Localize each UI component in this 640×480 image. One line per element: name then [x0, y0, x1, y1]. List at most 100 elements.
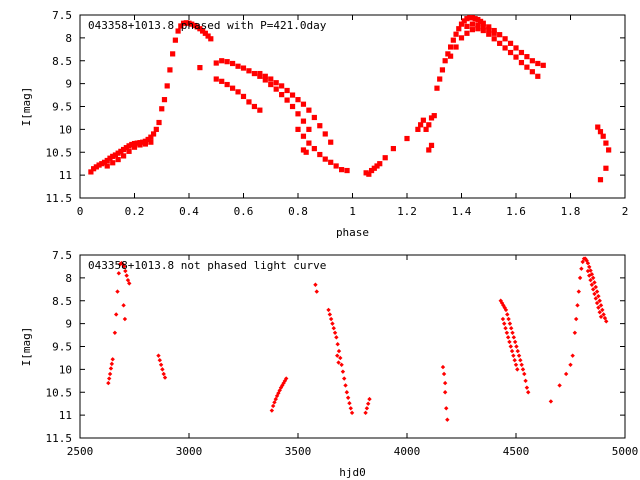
- data-point: [106, 380, 111, 386]
- data-point: [371, 165, 377, 171]
- data-point: [343, 383, 348, 388]
- data-point: [602, 315, 608, 321]
- x-tick-label: 3500: [285, 445, 312, 458]
- data-point: [273, 80, 279, 86]
- data-point: [145, 136, 151, 143]
- data-point: [322, 131, 328, 137]
- data-point: [99, 161, 105, 167]
- y-tick-label: 8.5: [52, 55, 72, 68]
- data-point: [374, 163, 380, 169]
- data-point: [600, 133, 606, 139]
- data-point: [497, 40, 503, 46]
- data-point: [345, 395, 351, 400]
- data-point: [598, 303, 604, 308]
- data-point: [289, 92, 296, 98]
- y-tick-label: 9: [65, 78, 72, 91]
- data-point: [208, 36, 214, 42]
- data-point: [88, 169, 94, 175]
- y-tick-label: 11: [59, 169, 72, 182]
- x-tick-label: 1.4: [452, 205, 472, 218]
- data-point: [110, 153, 116, 159]
- data-point: [344, 390, 350, 395]
- data-point: [573, 316, 579, 322]
- y-axis-label: I[mag]: [20, 87, 33, 127]
- data-point: [513, 362, 519, 367]
- data-point: [191, 22, 198, 29]
- data-point: [167, 67, 173, 73]
- data-point: [161, 97, 168, 103]
- data-point: [162, 375, 168, 380]
- data-point: [593, 284, 598, 290]
- y-tick-label: 8.5: [52, 295, 72, 308]
- data-point: [515, 367, 520, 372]
- data-point: [157, 358, 162, 363]
- data-point: [365, 401, 371, 406]
- data-point: [523, 378, 528, 384]
- data-point: [505, 335, 511, 340]
- data-point: [434, 85, 440, 91]
- data-point: [342, 376, 347, 381]
- data-point: [112, 152, 119, 158]
- data-point: [186, 20, 192, 26]
- data-point: [497, 32, 503, 38]
- data-point: [115, 156, 121, 163]
- data-point: [428, 142, 435, 148]
- x-tick-label: 0.6: [234, 205, 254, 218]
- data-point: [606, 147, 612, 153]
- y-tick-label: 9.5: [52, 341, 72, 354]
- data-point: [522, 371, 527, 377]
- y-tick-label: 8: [65, 32, 72, 45]
- data-point: [597, 129, 604, 135]
- data-point: [330, 321, 335, 326]
- data-point: [585, 268, 591, 274]
- data-point: [518, 49, 525, 56]
- y-tick-label: 9.5: [52, 101, 72, 114]
- data-point: [480, 27, 486, 34]
- data-point: [224, 59, 230, 65]
- data-point: [529, 69, 535, 75]
- data-point: [364, 406, 370, 411]
- data-point: [464, 30, 470, 36]
- data-point: [418, 122, 424, 128]
- data-point: [509, 348, 515, 354]
- x-tick-label: 2500: [67, 445, 94, 458]
- data-point: [142, 138, 148, 144]
- data-point: [175, 28, 181, 34]
- data-point: [439, 67, 446, 73]
- x-tick-label: 3000: [176, 445, 203, 458]
- data-point: [349, 410, 355, 416]
- data-point: [514, 344, 519, 349]
- data-point: [524, 64, 530, 70]
- data-point: [450, 37, 456, 43]
- data-point: [507, 40, 514, 46]
- data-point: [601, 312, 606, 317]
- data-point: [448, 53, 454, 59]
- data-point: [306, 140, 312, 146]
- data-point: [131, 144, 138, 150]
- data-point: [579, 266, 584, 271]
- data-point: [104, 163, 110, 169]
- data-point: [502, 321, 507, 326]
- data-point: [518, 358, 523, 363]
- data-point: [300, 118, 307, 124]
- plot-frame: [79, 254, 626, 439]
- data-point: [510, 330, 515, 335]
- data-point: [123, 268, 128, 274]
- data-point: [121, 146, 127, 153]
- x-tick-label: 0.2: [125, 205, 145, 218]
- data-point: [469, 15, 475, 21]
- chart-title: 043358+1013.8 phased with P=421.0day: [88, 19, 327, 32]
- data-point: [127, 281, 132, 286]
- data-point: [589, 282, 595, 287]
- data-point: [597, 309, 602, 315]
- data-point: [480, 24, 486, 30]
- data-point: [101, 159, 108, 165]
- data-point: [366, 171, 372, 177]
- data-point: [122, 316, 128, 322]
- data-point: [500, 316, 506, 322]
- data-point: [535, 73, 541, 79]
- x-tick-label: 1.2: [397, 205, 417, 218]
- data-point: [251, 103, 257, 110]
- data-point: [577, 275, 583, 281]
